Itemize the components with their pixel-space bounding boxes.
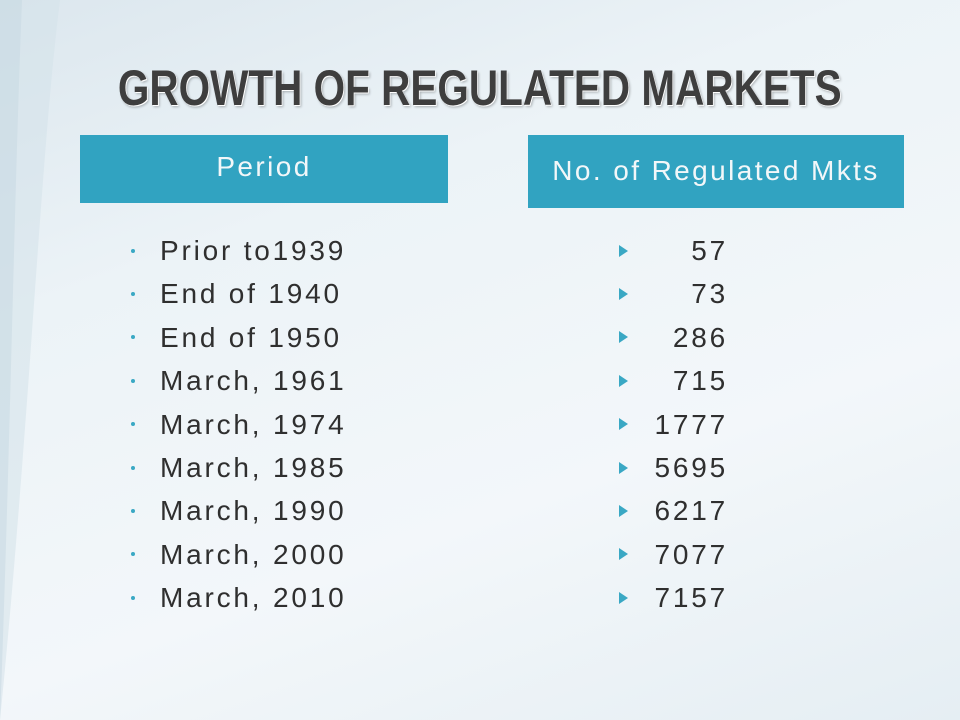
bullet-dot-icon bbox=[131, 248, 135, 253]
regulated-markets-header-label: No. of Regulated Mkts bbox=[552, 155, 880, 186]
slide-title-text: GROWTH OF REGULATED MARKETS bbox=[118, 60, 842, 116]
count-value: 715 bbox=[672, 365, 728, 397]
period-list: Prior to1939 End of 1940 End of 1950 Mar… bbox=[131, 229, 420, 620]
bullet-dot-icon bbox=[131, 292, 135, 297]
arrow-bullet-icon bbox=[619, 461, 628, 474]
count-list-item: 715 bbox=[615, 359, 728, 402]
regulated-markets-count-list: 57 73 286 715 1777 5695 6217 7077 7157 bbox=[615, 229, 728, 620]
arrow-bullet-icon bbox=[619, 505, 628, 518]
period-header: Period bbox=[80, 135, 448, 203]
count-list-item: 7077 bbox=[615, 533, 728, 576]
period-list-item: March, 2000 bbox=[131, 533, 420, 576]
period-list-item: March, 2010 bbox=[131, 576, 420, 619]
period-label: Prior to1939 bbox=[160, 235, 347, 266]
period-list-item: March, 1961 bbox=[131, 359, 420, 402]
count-list-item: 5695 bbox=[615, 446, 728, 489]
period-label: End of 1950 bbox=[160, 321, 342, 353]
period-label: End of 1940 bbox=[160, 278, 342, 310]
period-list-item: Prior to1939 bbox=[131, 229, 420, 272]
period-list-item: March, 1990 bbox=[131, 489, 420, 532]
arrow-bullet-icon bbox=[619, 244, 628, 257]
period-label: March, 1990 bbox=[160, 495, 347, 527]
slide-title: GROWTH OF REGULATED MARKETS bbox=[7, 58, 953, 131]
period-header-label: Period bbox=[216, 151, 312, 182]
count-list-item: 6217 bbox=[615, 489, 728, 532]
count-list-item: 286 bbox=[615, 316, 728, 359]
count-list-item: 7157 bbox=[615, 576, 728, 619]
count-value: 73 bbox=[691, 278, 728, 310]
arrow-bullet-icon bbox=[619, 374, 628, 387]
count-value: 6217 bbox=[654, 495, 728, 527]
period-list-item: March, 1974 bbox=[131, 403, 420, 446]
period-list-item: End of 1950 bbox=[131, 316, 420, 359]
arrow-bullet-icon bbox=[619, 548, 628, 561]
bullet-dot-icon bbox=[131, 509, 135, 514]
bullet-dot-icon bbox=[131, 335, 135, 340]
count-list-item: 57 bbox=[615, 229, 728, 272]
count-value: 57 bbox=[691, 235, 728, 266]
count-value: 5695 bbox=[654, 451, 728, 483]
bullet-dot-icon bbox=[131, 552, 135, 557]
period-label: March, 1985 bbox=[160, 451, 347, 483]
count-value: 1777 bbox=[654, 408, 728, 440]
bullet-dot-icon bbox=[131, 595, 135, 600]
arrow-bullet-icon bbox=[619, 591, 628, 604]
count-list-item: 73 bbox=[615, 272, 728, 315]
bullet-dot-icon bbox=[131, 422, 135, 427]
count-value: 286 bbox=[672, 321, 728, 353]
period-label: March, 1961 bbox=[160, 365, 347, 397]
bullet-dot-icon bbox=[131, 465, 135, 470]
count-value: 7077 bbox=[654, 538, 728, 570]
period-label: March, 2000 bbox=[160, 538, 347, 570]
count-value: 7157 bbox=[654, 582, 728, 614]
arrow-bullet-icon bbox=[619, 418, 628, 431]
period-label: March, 2010 bbox=[160, 582, 347, 614]
count-list-item: 1777 bbox=[615, 403, 728, 446]
period-label: March, 1974 bbox=[160, 408, 347, 440]
arrow-bullet-icon bbox=[619, 331, 628, 344]
arrow-bullet-icon bbox=[619, 288, 628, 301]
period-list-item: March, 1985 bbox=[131, 446, 420, 489]
bullet-dot-icon bbox=[131, 378, 135, 383]
period-list-item: End of 1940 bbox=[131, 272, 420, 315]
regulated-markets-header: No. of Regulated Mkts bbox=[528, 135, 904, 208]
